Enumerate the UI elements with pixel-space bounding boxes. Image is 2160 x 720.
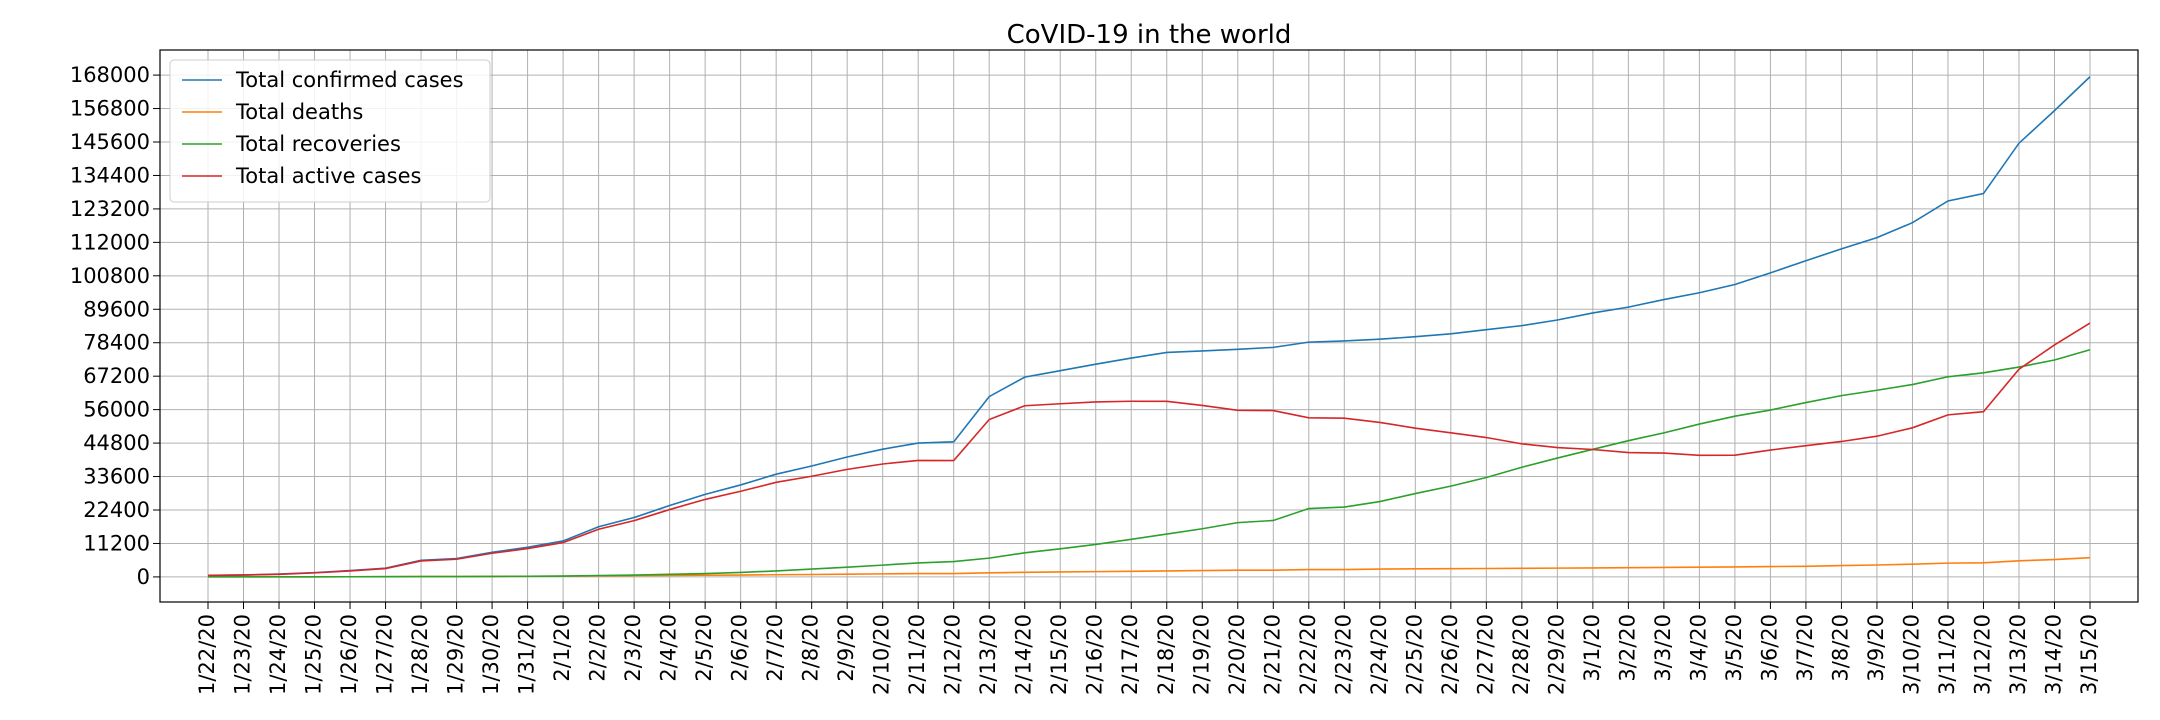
x-tick-label: 3/15/20 [2077, 614, 2101, 695]
x-tick-label: 1/28/20 [408, 614, 432, 695]
x-tick-label: 1/27/20 [373, 614, 397, 695]
x-tick-label: 2/5/20 [692, 614, 716, 682]
x-tick-label: 3/11/20 [1935, 614, 1959, 695]
x-tick-label: 3/4/20 [1686, 614, 1710, 682]
x-tick-label: 2/14/20 [1012, 614, 1036, 695]
x-tick-label: 2/21/20 [1260, 614, 1284, 695]
x-tick-label: 2/17/20 [1118, 614, 1142, 695]
x-tick-label: 3/9/20 [1864, 614, 1888, 682]
x-tick-label: 2/16/20 [1083, 614, 1107, 695]
x-tick-label: 2/22/20 [1296, 614, 1320, 695]
x-tick-label: 2/8/20 [799, 614, 823, 682]
y-tick-label: 22400 [83, 498, 150, 522]
x-tick-label: 2/1/20 [550, 614, 574, 682]
legend-label: Total recoveries [235, 132, 401, 156]
series-line-3 [207, 349, 2091, 578]
chart-title: CoVID-19 in the world [1007, 20, 1292, 50]
x-tick-label: 2/2/20 [586, 614, 610, 682]
legend-label: Total confirmed cases [235, 68, 464, 92]
x-tick-label: 2/20/20 [1225, 614, 1249, 695]
x-tick-label: 2/11/20 [905, 614, 929, 695]
x-tick-label: 1/24/20 [266, 614, 290, 695]
x-tick-label: 3/12/20 [1970, 614, 1994, 695]
x-tick-label: 2/29/20 [1544, 614, 1568, 695]
x-tick-label: 3/14/20 [2041, 614, 2065, 695]
x-tick-label: 2/10/20 [870, 614, 894, 695]
x-tick-label: 2/6/20 [728, 614, 752, 682]
x-tick-label: 2/15/20 [1047, 614, 1071, 695]
x-tick-label: 2/28/20 [1509, 614, 1533, 695]
x-tick-label: 3/5/20 [1722, 614, 1746, 682]
x-tick-label: 1/22/20 [195, 614, 219, 695]
x-tick-label: 2/19/20 [1189, 614, 1213, 695]
x-tick-label: 2/18/20 [1154, 614, 1178, 695]
x-tick-label: 1/23/20 [231, 614, 255, 695]
y-tick-label: 67200 [83, 364, 150, 388]
series-lines [207, 76, 2091, 578]
x-tick-label: 2/27/20 [1473, 614, 1497, 695]
y-tick-label: 56000 [83, 398, 150, 422]
x-tick-label: 2/26/20 [1438, 614, 1462, 695]
x-tick-label: 2/23/20 [1331, 614, 1355, 695]
x-tick-label: 2/13/20 [976, 614, 1000, 695]
y-tick-label: 0 [137, 565, 150, 589]
x-tick-label: 3/1/20 [1580, 614, 1604, 682]
y-tick-label: 11200 [83, 531, 150, 555]
plot-frame [159, 49, 2139, 603]
series-line-2 [208, 556, 2091, 578]
x-tick-label: 3/8/20 [1828, 614, 1852, 682]
legend: Total confirmed cases Total deaths Total r… [169, 59, 491, 203]
x-tick-label: 3/7/20 [1793, 614, 1817, 682]
y-tick-label: 33600 [83, 465, 150, 489]
y-tick-label: 89600 [83, 297, 150, 321]
x-tick-label: 3/6/20 [1757, 614, 1781, 682]
series-line-4 [207, 322, 2091, 577]
series-line-1 [207, 76, 2091, 577]
y-tick-label: 123200 [70, 197, 150, 221]
y-tick-label: 44800 [83, 431, 150, 455]
x-tick-label: 3/13/20 [2006, 614, 2030, 695]
x-tick-label: 3/10/20 [1899, 614, 1923, 695]
x-tick-label: 3/3/20 [1651, 614, 1675, 682]
y-tick-label: 112000 [70, 230, 150, 254]
x-tick-label: 2/12/20 [941, 614, 965, 695]
x-tick-label: 2/9/20 [834, 614, 858, 682]
axes: 1/22/20 1/23/20 1/24/20 1/25/20 1/26/20 1/27/… [70, 49, 2139, 695]
x-tick-label: 3/2/20 [1615, 614, 1639, 682]
x-tick-label: 1/26/20 [337, 614, 361, 695]
x-tick-label: 2/25/20 [1402, 614, 1426, 695]
y-tick-label: 100800 [70, 264, 150, 288]
y-tick-label: 168000 [70, 63, 150, 87]
y-tick-label: 78400 [83, 331, 150, 355]
x-tick-label: 1/25/20 [302, 614, 326, 695]
x-tick-label: 2/3/20 [621, 614, 645, 682]
legend-label: Total active cases [235, 164, 421, 188]
legend-box [169, 59, 491, 203]
x-tick-label: 2/24/20 [1367, 614, 1391, 695]
x-tick-label: 1/30/20 [479, 614, 503, 695]
x-tick-label: 1/29/20 [444, 614, 468, 695]
y-tick-label: 145600 [70, 130, 150, 154]
legend-label: Total deaths [235, 100, 363, 124]
y-tick-label: 156800 [70, 97, 150, 121]
x-tick-label: 2/7/20 [763, 614, 787, 682]
x-tick-label: 1/31/20 [515, 614, 539, 695]
x-tick-label: 2/4/20 [657, 614, 681, 682]
y-tick-label: 134400 [70, 163, 150, 187]
